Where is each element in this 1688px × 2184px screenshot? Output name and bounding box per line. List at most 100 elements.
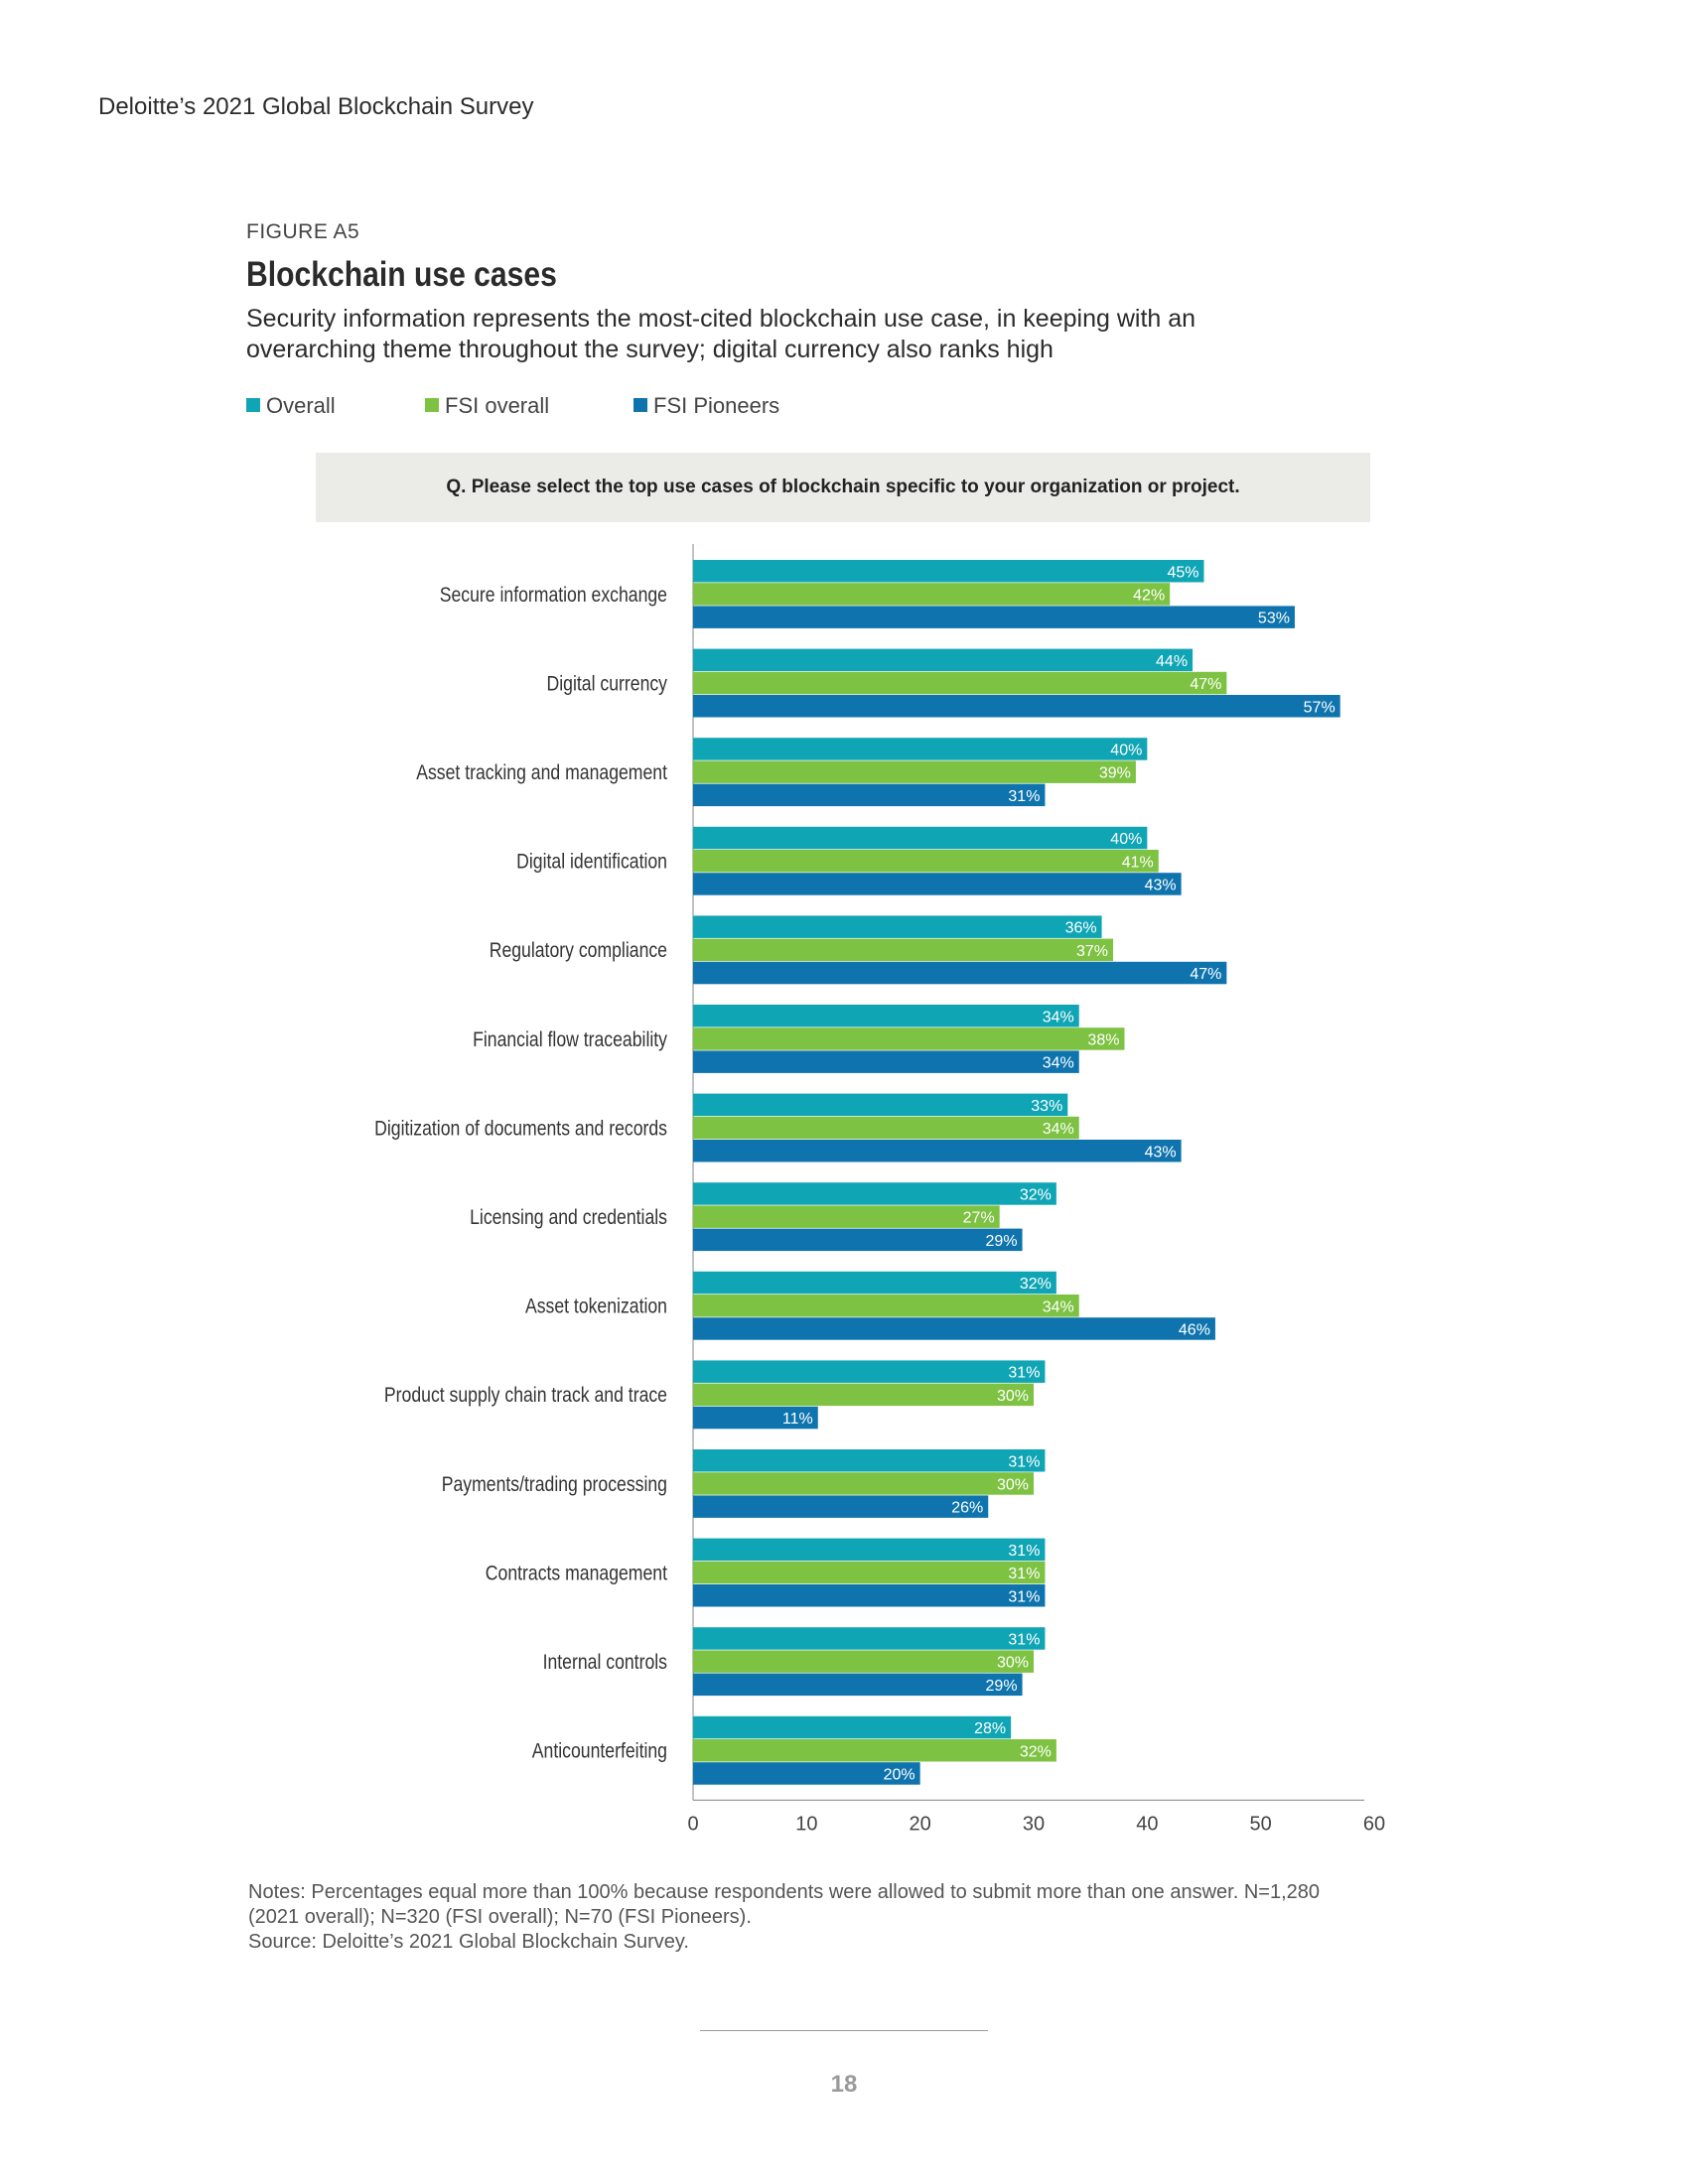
data-label: 40% [1110, 742, 1142, 758]
figure-subtitle: Security information represents the most… [246, 304, 1338, 365]
legend-label-fsi-pioneers: FSI Pioneers [653, 393, 780, 418]
legend-swatch-overall [246, 398, 260, 412]
page-number: 18 [830, 2071, 858, 2098]
category-label: Digital currency [547, 672, 668, 696]
bar [693, 1627, 1046, 1650]
bar [693, 1762, 920, 1785]
bar [693, 1205, 1000, 1228]
legend-label-overall: Overall [266, 393, 336, 418]
x-tick-label: 20 [910, 1813, 931, 1835]
data-label: 30% [997, 1476, 1029, 1493]
data-label: 29% [986, 1233, 1018, 1250]
data-label: 31% [1008, 788, 1040, 805]
x-tick-label: 50 [1250, 1813, 1272, 1835]
bar [693, 1673, 1023, 1697]
bar [693, 1472, 1034, 1495]
data-label: 57% [1304, 699, 1336, 716]
bar [693, 1360, 1046, 1383]
data-label: 43% [1145, 877, 1177, 893]
data-label: 31% [1008, 1566, 1040, 1582]
data-label: 30% [997, 1655, 1029, 1672]
category-label: Product supply chain track and trace [384, 1384, 667, 1408]
bar [693, 826, 1148, 850]
bar [693, 1027, 1125, 1050]
question-box: Q. Please select the top use cases of bl… [316, 453, 1370, 522]
x-tick-label: 40 [1136, 1813, 1158, 1835]
legend-swatch-fsi-overall [425, 398, 439, 412]
data-label: 40% [1110, 831, 1142, 848]
bar [693, 873, 1182, 895]
bar [693, 1715, 1012, 1739]
data-label: 34% [1043, 1298, 1074, 1315]
bar [693, 1538, 1046, 1562]
data-label: 31% [1008, 1543, 1040, 1560]
x-tick-label: 30 [1023, 1813, 1045, 1835]
bar [693, 1228, 1023, 1252]
figure-title: Blockchain use cases [246, 255, 557, 294]
category-label: Financial flow traceability [473, 1027, 667, 1051]
data-label: 33% [1031, 1098, 1062, 1115]
data-label: 36% [1065, 920, 1097, 937]
data-label: 38% [1087, 1031, 1119, 1048]
data-label: 11% [782, 1411, 813, 1428]
bar [693, 1271, 1056, 1295]
data-label: 34% [1043, 1055, 1074, 1072]
legend-item-overall: Overall [246, 393, 336, 419]
bar [693, 783, 1046, 807]
notes-line-2: (2021 overall); N=320 (FSI overall); N=7… [248, 1906, 752, 1928]
bar [693, 1140, 1182, 1162]
bar [693, 1005, 1079, 1027]
category-label: Asset tokenization [525, 1295, 667, 1318]
x-tick-label: 0 [687, 1813, 698, 1835]
running-header: Deloitte’s 2021 Global Blockchain Survey [98, 93, 534, 120]
bar [693, 1650, 1034, 1673]
question-text: Q. Please select the top use cases of bl… [446, 477, 1240, 497]
bar [693, 1739, 1056, 1762]
bar [693, 961, 1227, 985]
bar [693, 1317, 1215, 1340]
bar [693, 938, 1114, 962]
figure-label: FIGURE A5 [246, 220, 360, 243]
data-label: 44% [1156, 653, 1188, 670]
legend-item-fsi-overall: FSI overall [425, 393, 549, 419]
data-label: 31% [1008, 1365, 1040, 1382]
data-label: 42% [1133, 587, 1165, 604]
bar [693, 671, 1227, 695]
bar [693, 560, 1204, 583]
x-tick-label: 10 [795, 1813, 817, 1835]
data-label: 32% [1020, 1743, 1052, 1760]
bar [693, 695, 1340, 718]
data-label: 46% [1179, 1321, 1210, 1338]
bar [693, 606, 1295, 628]
data-label: 43% [1145, 1144, 1177, 1160]
category-label: Licensing and credentials [470, 1206, 667, 1230]
data-label: 39% [1099, 765, 1131, 782]
data-label: 41% [1122, 854, 1154, 871]
data-label: 30% [997, 1388, 1029, 1405]
bar [693, 1182, 1056, 1205]
data-label: 31% [1008, 1453, 1040, 1470]
bar [693, 915, 1102, 938]
subtitle-line-1: Security information represents the most… [246, 305, 1196, 333]
data-label: 34% [1043, 1121, 1074, 1138]
bar [693, 850, 1159, 873]
bar [693, 648, 1194, 672]
data-label: 47% [1190, 676, 1221, 693]
category-label: Contracts management [486, 1562, 668, 1585]
bar [693, 1050, 1079, 1073]
data-label: 34% [1043, 1009, 1074, 1025]
bar [693, 738, 1148, 760]
data-label: 28% [974, 1720, 1006, 1737]
data-label: 31% [1008, 1588, 1040, 1605]
x-tick-label: 60 [1363, 1813, 1385, 1835]
bar [693, 1495, 989, 1518]
category-label: Secure information exchange [440, 583, 667, 607]
category-label: Payments/trading processing [442, 1472, 667, 1496]
category-label: Regulatory compliance [490, 939, 667, 963]
bar [693, 1116, 1079, 1140]
bar [693, 1295, 1079, 1317]
data-label: 37% [1076, 943, 1108, 960]
data-label: 47% [1190, 966, 1221, 983]
notes-line-1: Notes: Percentages equal more than 100% … [248, 1881, 1320, 1903]
bar [693, 760, 1136, 783]
